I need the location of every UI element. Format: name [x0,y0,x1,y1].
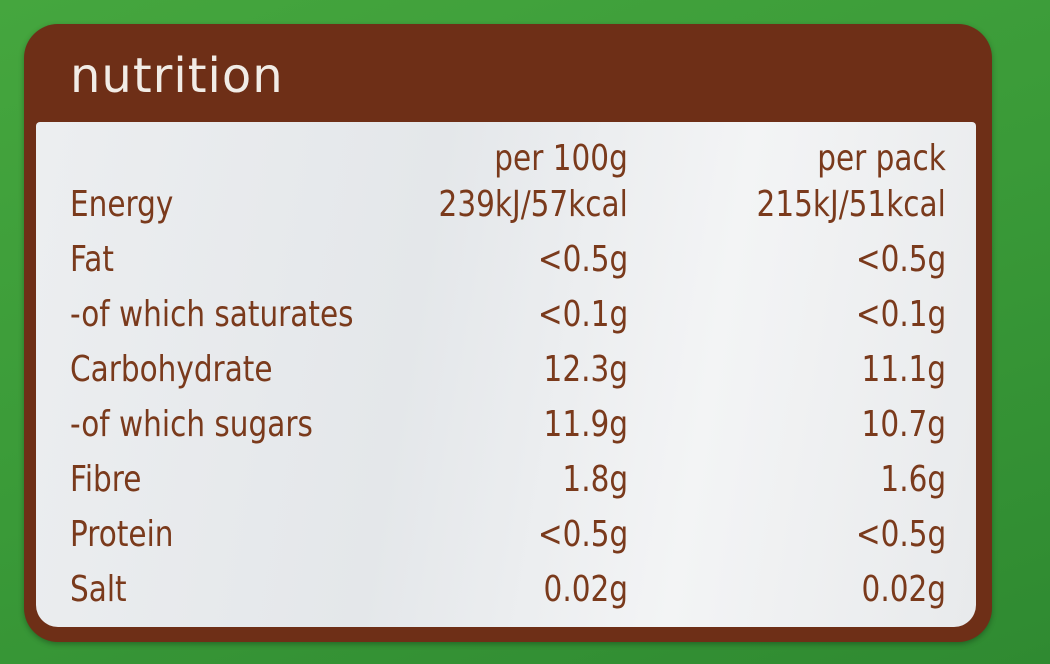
nutrient-label: Fibre [70,459,142,500]
value-per-pack: 215kJ/51kcal [756,184,946,225]
value-per-100g: 0.02g [543,569,628,610]
table-row: Fat <0.5g <0.5g [36,239,976,289]
value-per-100g: 1.8g [562,459,628,500]
table-header: per 100g per pack [36,138,976,188]
nutrition-table: per 100g per pack Energy 239kJ/57kcal 215k… [36,122,976,627]
value-per-100g: <0.1g [537,294,628,335]
table-row: Salt 0.02g 0.02g [36,569,976,619]
column-header-per-pack: per pack [817,138,946,179]
nutrient-label: -of which sugars [70,404,313,445]
nutrient-label: Carbohydrate [70,349,273,390]
value-per-pack: <0.1g [855,294,946,335]
table-row: Fibre 1.8g 1.6g [36,459,976,509]
nutrient-label: Energy [70,184,174,225]
value-per-pack: 0.02g [861,569,946,610]
value-per-pack: <0.5g [855,514,946,555]
value-per-100g: 11.9g [543,404,628,445]
nutrient-label: Salt [70,569,127,610]
nutrition-title: nutrition [70,48,284,104]
table-row: Carbohydrate 12.3g 11.1g [36,349,976,399]
value-per-pack: 1.6g [880,459,946,500]
table-row: -of which sugars 11.9g 10.7g [36,404,976,454]
value-per-100g: 239kJ/57kcal [438,184,628,225]
value-per-pack: 11.1g [861,349,946,390]
value-per-100g: <0.5g [537,239,628,280]
nutrient-label: Fat [70,239,114,280]
value-per-pack: <0.5g [855,239,946,280]
nutrient-label: -of which saturates [70,294,354,335]
value-per-100g: <0.5g [537,514,628,555]
nutrient-label: Protein [70,514,174,555]
column-header-per-100g: per 100g [494,138,628,179]
table-row: Protein <0.5g <0.5g [36,514,976,564]
value-per-pack: 10.7g [861,404,946,445]
value-per-100g: 12.3g [543,349,628,390]
table-row: -of which saturates <0.1g <0.1g [36,294,976,344]
table-row: Energy 239kJ/57kcal 215kJ/51kcal [36,184,976,234]
